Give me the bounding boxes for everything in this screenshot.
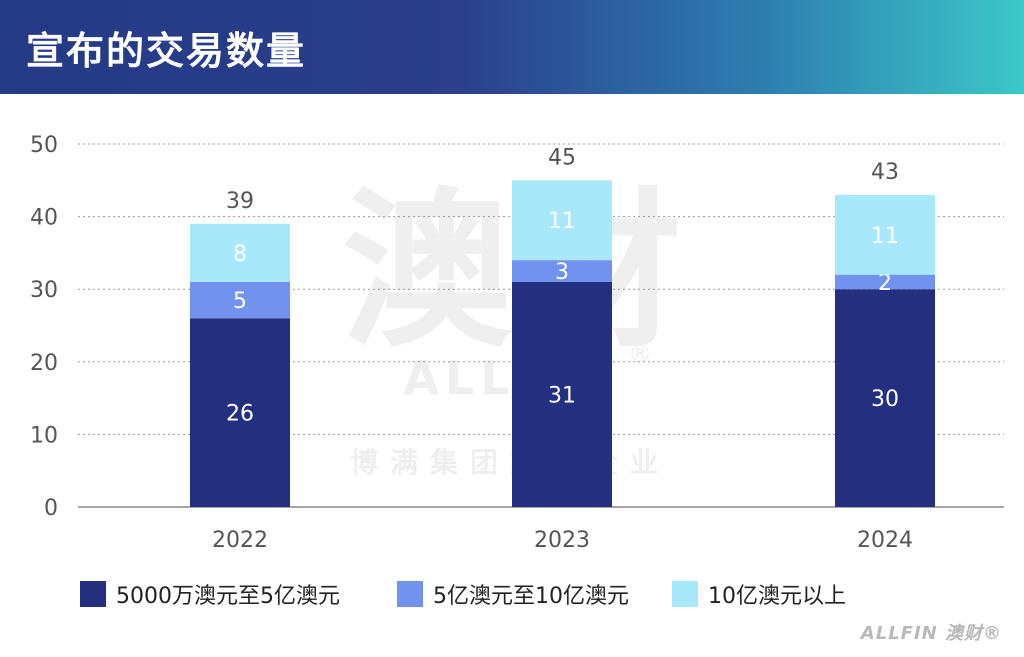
data-label-2024-series-1: 30 <box>871 387 899 412</box>
bar-2022-series-2 <box>190 281 290 319</box>
bar-2022-series-1 <box>190 318 290 507</box>
y-tick-label-30: 30 <box>30 278 58 303</box>
stacked-bar-chart: 澳财ALLFIN®博满集团旗下企业01020304050265839202231… <box>30 133 1004 553</box>
legend-item-series-2: 5亿澳元至10亿澳元 <box>397 574 629 614</box>
legend-swatch-series-2 <box>397 581 423 607</box>
bar-2023-series-1 <box>512 281 612 507</box>
bar-2023-series-3 <box>512 180 612 261</box>
watermark-sub: 博满集团旗下企业 <box>350 446 670 479</box>
bar-2024-series-3 <box>835 194 935 275</box>
x-tick-label-2024: 2024 <box>857 528 913 553</box>
y-tick-label-40: 40 <box>30 206 58 231</box>
legend-swatch-series-1 <box>80 581 106 607</box>
data-label-2024-series-2: 2 <box>878 271 892 296</box>
y-tick-label-0: 0 <box>44 496 58 521</box>
data-label-2022-series-1: 26 <box>226 402 254 427</box>
brand-logo: ALLFIN 澳财® <box>860 623 1002 644</box>
bar-2024-series-1 <box>835 289 935 507</box>
total-label-2022: 39 <box>226 189 254 214</box>
y-tick-label-20: 20 <box>30 351 58 376</box>
legend-label-series-2: 5亿澳元至10亿澳元 <box>433 584 629 609</box>
legend-label-series-1: 5000万澳元至5亿澳元 <box>116 584 340 609</box>
data-label-2023-series-2: 3 <box>555 260 569 285</box>
legend-label-series-3: 10亿澳元以上 <box>708 584 846 609</box>
data-label-2022-series-3: 8 <box>233 242 247 267</box>
bar-2024-series-2 <box>835 274 935 290</box>
y-tick-label-50: 50 <box>30 133 58 158</box>
data-label-2023-series-1: 31 <box>548 383 576 408</box>
legend: 5000万澳元至5亿澳元 5亿澳元至10亿澳元 10亿澳元以上 <box>0 574 1024 614</box>
legend-item-series-1: 5000万澳元至5亿澳元 <box>80 574 340 614</box>
bar-2022-series-3 <box>190 223 290 282</box>
total-label-2023: 45 <box>548 145 576 170</box>
legend-swatch-series-3 <box>672 581 698 607</box>
header-banner: 宣布的交易数量 <box>0 0 1024 94</box>
x-tick-label-2023: 2023 <box>534 528 590 553</box>
watermark-mark: ® <box>628 340 652 368</box>
legend-item-series-3: 10亿澳元以上 <box>672 574 846 614</box>
data-label-2022-series-2: 5 <box>233 289 247 314</box>
y-tick-label-10: 10 <box>30 423 58 448</box>
x-tick-label-2022: 2022 <box>212 528 268 553</box>
total-label-2024: 43 <box>871 160 899 185</box>
data-label-2023-series-3: 11 <box>548 209 576 234</box>
bar-2023-series-2 <box>512 260 612 282</box>
chart-title: 宣布的交易数量 <box>26 29 307 73</box>
data-label-2024-series-3: 11 <box>871 224 899 249</box>
